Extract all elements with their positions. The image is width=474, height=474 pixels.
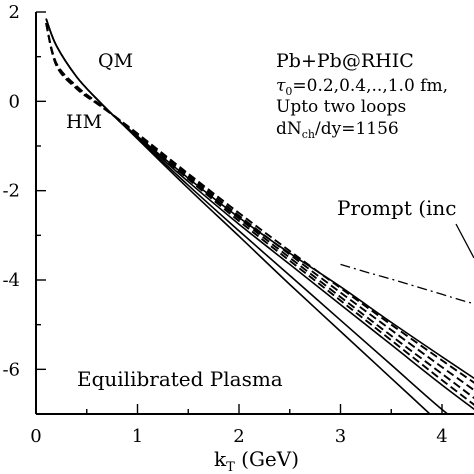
qm-label: QM [98, 50, 133, 72]
curve-dashed-7 [45, 22, 474, 406]
y-tick-label: -4 [2, 270, 20, 291]
tick-labels: 0 1 2 3 4 2 0 -2 -4 -6 [2, 2, 447, 447]
hm-label: HM [66, 111, 102, 133]
y-tick-label: -6 [2, 359, 20, 380]
tau-subscript: 0 [285, 85, 292, 98]
curve-solid-3 [45, 18, 432, 414]
multiplicity-label: dNch/dy=1156 [276, 119, 399, 141]
curves [45, 18, 474, 414]
x-axis-main: k [214, 447, 227, 471]
multiplicity-main: dN [276, 119, 302, 139]
prompt-pointer [455, 223, 474, 259]
x-tick-label: 0 [30, 426, 41, 447]
curve-dashdot-8 [340, 263, 474, 305]
loops-label: Upto two loops [276, 97, 406, 117]
y-tick-label: 2 [9, 2, 20, 23]
x-axis-unit: (GeV) [235, 447, 299, 471]
x-tick-label: 4 [436, 426, 447, 447]
tau-symbol: τ [276, 76, 286, 96]
tick-marks [35, 11, 443, 414]
multiplicity-rest: /dy=1156 [315, 119, 399, 139]
prompt-label: Prompt (inc [337, 196, 457, 220]
multiplicity-subscript: ch [302, 128, 315, 141]
tau-values: =0.2,0.4,..,1.0 fm, [292, 76, 448, 96]
x-tick-label: 2 [233, 426, 244, 447]
plasma-label: Equilibrated Plasma [77, 367, 283, 391]
tau-label: τ0=0.2,0.4,..,1.0 fm, [276, 76, 448, 98]
x-tick-label: 1 [132, 426, 143, 447]
x-tick-label: 3 [335, 426, 346, 447]
y-tick-label: 0 [9, 91, 20, 112]
x-axis-label: kT (GeV) [214, 447, 299, 474]
y-tick-label: -2 [2, 181, 20, 202]
x-axis-subscript: T [226, 460, 235, 474]
system-label: Pb+Pb@RHIC [276, 50, 414, 72]
